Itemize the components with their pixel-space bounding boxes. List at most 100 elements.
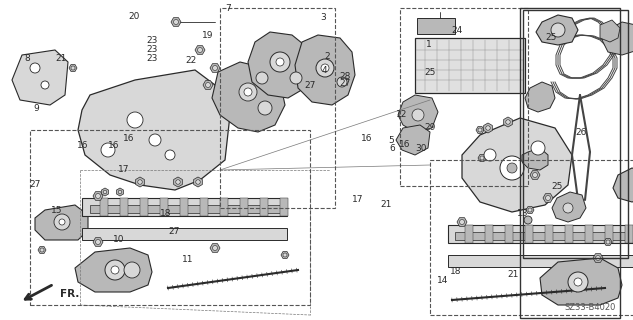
Polygon shape bbox=[75, 248, 152, 292]
Bar bbox=[200, 198, 208, 216]
Text: 6: 6 bbox=[389, 144, 396, 153]
Bar bbox=[455, 232, 633, 240]
Bar bbox=[525, 225, 533, 243]
Ellipse shape bbox=[484, 149, 496, 161]
Polygon shape bbox=[526, 206, 534, 213]
Ellipse shape bbox=[256, 72, 268, 84]
Ellipse shape bbox=[337, 77, 347, 87]
Bar bbox=[240, 198, 248, 216]
Ellipse shape bbox=[316, 59, 334, 77]
Ellipse shape bbox=[71, 66, 75, 70]
Bar bbox=[400, 8, 528, 186]
Ellipse shape bbox=[524, 216, 532, 224]
Text: 5: 5 bbox=[388, 136, 394, 145]
Bar bbox=[417, 18, 455, 34]
Polygon shape bbox=[543, 194, 553, 202]
Text: SZ33-B4020: SZ33-B4020 bbox=[564, 303, 616, 313]
Ellipse shape bbox=[124, 262, 140, 278]
Polygon shape bbox=[69, 65, 77, 71]
Ellipse shape bbox=[500, 156, 524, 180]
Bar bbox=[100, 198, 108, 216]
Polygon shape bbox=[135, 177, 144, 187]
Text: 19: 19 bbox=[202, 31, 213, 40]
Polygon shape bbox=[248, 32, 312, 98]
Text: 11: 11 bbox=[182, 255, 193, 264]
Ellipse shape bbox=[574, 278, 582, 286]
Text: 13: 13 bbox=[517, 209, 528, 218]
Bar bbox=[82, 198, 287, 216]
Text: 17: 17 bbox=[352, 195, 363, 204]
Polygon shape bbox=[552, 192, 586, 222]
Ellipse shape bbox=[546, 196, 551, 201]
Polygon shape bbox=[38, 246, 46, 253]
Text: 16: 16 bbox=[123, 134, 134, 143]
Ellipse shape bbox=[103, 190, 107, 194]
Polygon shape bbox=[93, 192, 103, 200]
Bar bbox=[280, 198, 288, 216]
Ellipse shape bbox=[478, 128, 482, 132]
Text: 27: 27 bbox=[168, 227, 180, 236]
Text: 23: 23 bbox=[146, 45, 158, 54]
Polygon shape bbox=[522, 148, 548, 170]
Bar bbox=[160, 198, 168, 216]
Bar bbox=[120, 198, 128, 216]
Bar bbox=[430, 160, 633, 315]
Text: 16: 16 bbox=[77, 141, 88, 150]
Polygon shape bbox=[530, 171, 540, 179]
Polygon shape bbox=[173, 177, 182, 187]
Ellipse shape bbox=[176, 180, 180, 184]
Text: 15: 15 bbox=[51, 206, 63, 215]
Polygon shape bbox=[78, 70, 230, 190]
Polygon shape bbox=[195, 46, 205, 54]
Text: 16: 16 bbox=[361, 134, 373, 143]
Polygon shape bbox=[212, 62, 285, 132]
Bar bbox=[90, 205, 280, 213]
Polygon shape bbox=[281, 252, 289, 259]
Polygon shape bbox=[602, 22, 633, 55]
Ellipse shape bbox=[118, 190, 122, 194]
Bar bbox=[523, 10, 628, 258]
Text: 22: 22 bbox=[185, 56, 197, 65]
Polygon shape bbox=[540, 258, 622, 305]
Ellipse shape bbox=[563, 203, 573, 213]
Text: 25: 25 bbox=[545, 33, 556, 42]
Text: 29: 29 bbox=[425, 123, 436, 132]
Text: 21: 21 bbox=[507, 270, 518, 279]
Ellipse shape bbox=[270, 52, 290, 72]
Text: 27: 27 bbox=[304, 81, 316, 90]
Text: 23: 23 bbox=[146, 54, 158, 63]
Ellipse shape bbox=[41, 81, 49, 89]
Text: 25: 25 bbox=[551, 182, 563, 191]
Polygon shape bbox=[396, 125, 430, 155]
Text: 1: 1 bbox=[426, 40, 432, 49]
Ellipse shape bbox=[59, 219, 65, 225]
Bar bbox=[520, 8, 620, 318]
Bar bbox=[220, 8, 335, 208]
Bar bbox=[448, 225, 633, 243]
Bar bbox=[415, 38, 525, 93]
Text: 26: 26 bbox=[575, 128, 587, 137]
Ellipse shape bbox=[173, 20, 179, 25]
Text: 27: 27 bbox=[339, 79, 351, 88]
Polygon shape bbox=[600, 20, 620, 42]
Ellipse shape bbox=[276, 58, 284, 66]
Bar bbox=[625, 225, 633, 243]
Ellipse shape bbox=[486, 126, 490, 130]
Ellipse shape bbox=[244, 88, 252, 96]
Text: 12: 12 bbox=[396, 110, 408, 119]
Text: 14: 14 bbox=[437, 276, 449, 285]
Bar bbox=[605, 225, 613, 243]
Ellipse shape bbox=[460, 220, 465, 225]
Bar bbox=[545, 225, 553, 243]
Ellipse shape bbox=[96, 239, 101, 244]
Ellipse shape bbox=[531, 141, 545, 155]
Text: 18: 18 bbox=[160, 209, 172, 218]
Polygon shape bbox=[116, 188, 123, 196]
Polygon shape bbox=[536, 15, 578, 45]
Polygon shape bbox=[462, 118, 572, 212]
Ellipse shape bbox=[506, 120, 510, 124]
Text: 20: 20 bbox=[128, 12, 140, 21]
Text: 23: 23 bbox=[146, 36, 158, 45]
Text: 16: 16 bbox=[399, 140, 411, 149]
Ellipse shape bbox=[149, 134, 161, 146]
